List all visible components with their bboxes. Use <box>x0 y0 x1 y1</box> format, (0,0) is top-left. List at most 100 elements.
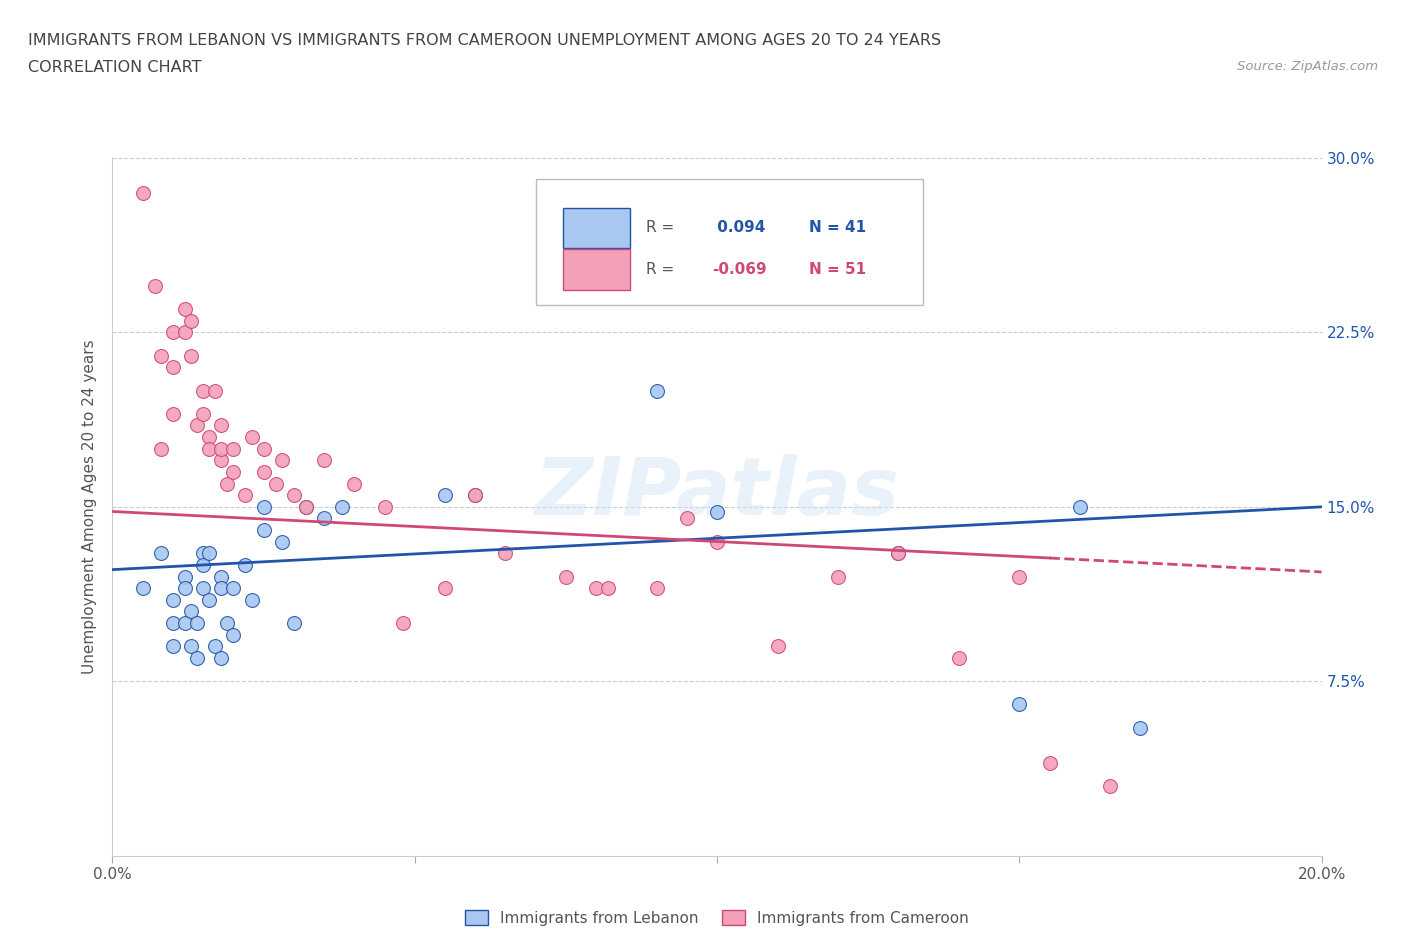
Point <box>209 580 232 596</box>
Text: CORRELATION CHART: CORRELATION CHART <box>28 60 201 75</box>
Point <box>270 453 292 468</box>
Point <box>766 639 789 654</box>
Text: R =: R = <box>645 262 673 277</box>
Point <box>235 558 257 573</box>
Point <box>343 476 366 491</box>
Point <box>180 349 202 364</box>
Text: 0.094: 0.094 <box>713 220 766 235</box>
Point <box>1038 755 1062 770</box>
Point <box>283 488 305 503</box>
Point <box>132 186 155 201</box>
Text: R =: R = <box>645 220 673 235</box>
Point <box>1069 499 1091 514</box>
Point <box>464 488 486 503</box>
Point <box>645 580 668 596</box>
Point <box>433 580 456 596</box>
Legend: Immigrants from Lebanon, Immigrants from Cameroon: Immigrants from Lebanon, Immigrants from… <box>460 903 974 930</box>
Point <box>198 442 221 457</box>
Point <box>198 546 221 561</box>
Point <box>149 349 172 364</box>
Point <box>330 499 353 514</box>
Point <box>162 616 184 631</box>
Point <box>706 534 728 549</box>
Point <box>222 465 245 480</box>
Point <box>198 592 221 607</box>
FancyBboxPatch shape <box>564 207 630 248</box>
Point <box>240 430 263 445</box>
Point <box>887 546 910 561</box>
Point <box>209 453 232 468</box>
Text: IMMIGRANTS FROM LEBANON VS IMMIGRANTS FROM CAMEROON UNEMPLOYMENT AMONG AGES 20 T: IMMIGRANTS FROM LEBANON VS IMMIGRANTS FR… <box>28 33 941 47</box>
Point <box>240 592 263 607</box>
Point <box>1008 569 1031 584</box>
Point <box>162 360 184 375</box>
Point <box>209 651 232 666</box>
FancyBboxPatch shape <box>536 179 922 305</box>
Point <box>827 569 849 584</box>
Point <box>645 383 668 398</box>
Text: -0.069: -0.069 <box>713 262 766 277</box>
Text: Source: ZipAtlas.com: Source: ZipAtlas.com <box>1237 60 1378 73</box>
Point <box>887 546 910 561</box>
Text: N = 41: N = 41 <box>808 220 866 235</box>
Point <box>314 453 336 468</box>
Point <box>495 546 517 561</box>
Point <box>180 313 202 328</box>
Point <box>149 546 172 561</box>
Point <box>222 442 245 457</box>
Point <box>675 512 697 526</box>
Point <box>198 430 221 445</box>
Point <box>191 546 214 561</box>
Point <box>706 504 728 519</box>
Point <box>222 580 245 596</box>
Point <box>143 279 166 294</box>
Point <box>253 465 276 480</box>
Point <box>191 406 214 421</box>
Point <box>149 442 172 457</box>
Point <box>174 569 197 584</box>
Point <box>585 580 607 596</box>
Point <box>295 499 318 514</box>
Point <box>174 326 197 340</box>
Point <box>217 616 239 631</box>
Point <box>295 499 318 514</box>
Point <box>162 592 184 607</box>
Text: ZIPatlas: ZIPatlas <box>534 454 900 532</box>
Point <box>374 499 396 514</box>
Point <box>174 301 197 316</box>
Point <box>174 580 197 596</box>
Point <box>314 512 336 526</box>
Point <box>433 488 456 503</box>
Point <box>270 534 292 549</box>
Point <box>391 616 413 631</box>
Point <box>235 488 257 503</box>
Point <box>264 476 287 491</box>
Point <box>1008 698 1031 712</box>
Point <box>464 488 486 503</box>
Point <box>209 569 232 584</box>
Point <box>283 616 305 631</box>
Point <box>180 604 202 619</box>
Point <box>217 476 239 491</box>
Point <box>209 442 232 457</box>
Point <box>186 651 208 666</box>
Point <box>554 569 576 584</box>
Point <box>191 383 214 398</box>
Point <box>253 442 276 457</box>
Point <box>174 616 197 631</box>
Point <box>162 326 184 340</box>
Point <box>180 639 202 654</box>
Text: N = 51: N = 51 <box>808 262 866 277</box>
Point <box>209 418 232 433</box>
Point <box>191 580 214 596</box>
Point <box>186 418 208 433</box>
Point <box>191 558 214 573</box>
Point <box>132 580 155 596</box>
Point <box>162 406 184 421</box>
Point <box>253 523 276 538</box>
Point <box>598 580 620 596</box>
Point <box>162 639 184 654</box>
Point <box>186 616 208 631</box>
Point <box>204 383 226 398</box>
Point <box>253 499 276 514</box>
